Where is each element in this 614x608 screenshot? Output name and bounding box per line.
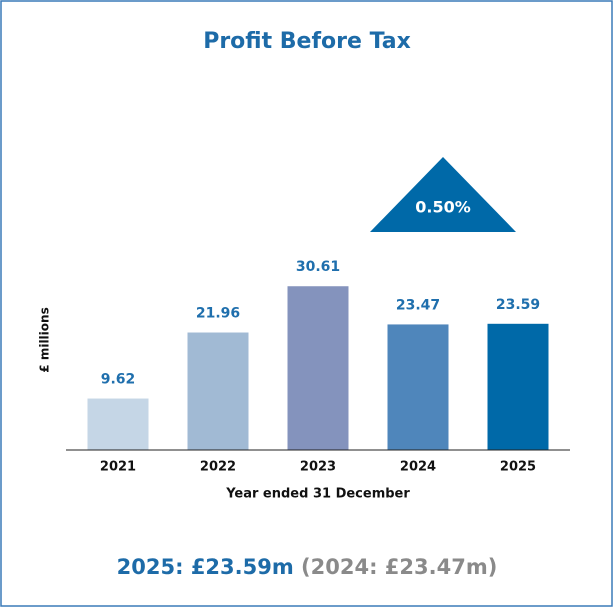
value-label: 30.61 bbox=[296, 259, 340, 275]
footer-current: 2025: £23.59m bbox=[117, 555, 294, 579]
footer: 2025: £23.59m (2024: £23.47m) bbox=[117, 555, 498, 579]
x-axis-label: Year ended 31 December bbox=[225, 487, 410, 502]
x-tick-label: 2024 bbox=[400, 460, 436, 475]
x-tick-label: 2023 bbox=[300, 460, 336, 475]
value-label: 23.47 bbox=[396, 297, 440, 313]
growth-triangle bbox=[370, 157, 516, 232]
y-axis-label: £ millions bbox=[38, 307, 52, 372]
value-label: 23.59 bbox=[496, 297, 540, 313]
bar bbox=[87, 398, 149, 450]
chart-title: Profit Before Tax bbox=[203, 29, 411, 54]
x-tick-label: 2025 bbox=[500, 460, 536, 475]
value-label: 21.96 bbox=[196, 306, 240, 322]
value-label: 9.62 bbox=[101, 372, 136, 388]
bar bbox=[487, 323, 549, 450]
x-tick-label: 2022 bbox=[200, 460, 236, 475]
bar bbox=[387, 324, 449, 450]
bar bbox=[187, 332, 249, 450]
bar bbox=[287, 286, 349, 450]
annotation: 0.50% bbox=[415, 198, 471, 217]
footer-previous: (2024: £23.47m) bbox=[301, 555, 497, 579]
x-tick-label: 2021 bbox=[100, 460, 136, 475]
